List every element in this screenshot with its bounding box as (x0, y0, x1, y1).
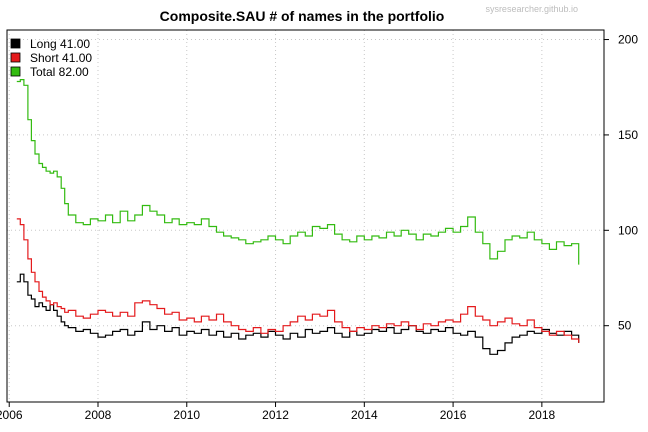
y-tick-label: 50 (618, 319, 632, 333)
legend-label: Short 41.00 (30, 51, 92, 65)
x-axis: 2006 2008 2010 2012 2014 2016 2018 (0, 402, 556, 422)
x-tick-label: 2012 (262, 408, 289, 422)
legend-swatch (10, 38, 21, 49)
plot-frame (6, 29, 605, 403)
legend-swatch (10, 66, 21, 77)
series-layer (16, 79, 580, 355)
x-tick-label: 2016 (440, 408, 467, 422)
watermark-text: sysresearcher.github.io (485, 4, 578, 14)
series-line-1 (16, 218, 580, 343)
chart-title: Composite.SAU # of names in the portfoli… (160, 8, 445, 24)
y-axis: 50 100 150 200 (604, 33, 638, 333)
x-tick-label: 2018 (529, 408, 556, 422)
x-tick-label: 2010 (173, 408, 200, 422)
y-tick-label: 200 (618, 33, 638, 47)
grid-layer (7, 30, 604, 402)
legend-label: Total 82.00 (30, 65, 89, 79)
y-tick-label: 100 (618, 223, 638, 237)
legend-label: Long 41.00 (30, 37, 90, 51)
legend-swatch (10, 52, 21, 63)
series-line-0 (16, 273, 580, 355)
x-tick-label: 2006 (0, 408, 23, 422)
series-line-2 (16, 79, 580, 265)
x-tick-label: 2014 (351, 408, 378, 422)
x-tick-label: 2008 (85, 408, 112, 422)
y-tick-label: 150 (618, 128, 638, 142)
